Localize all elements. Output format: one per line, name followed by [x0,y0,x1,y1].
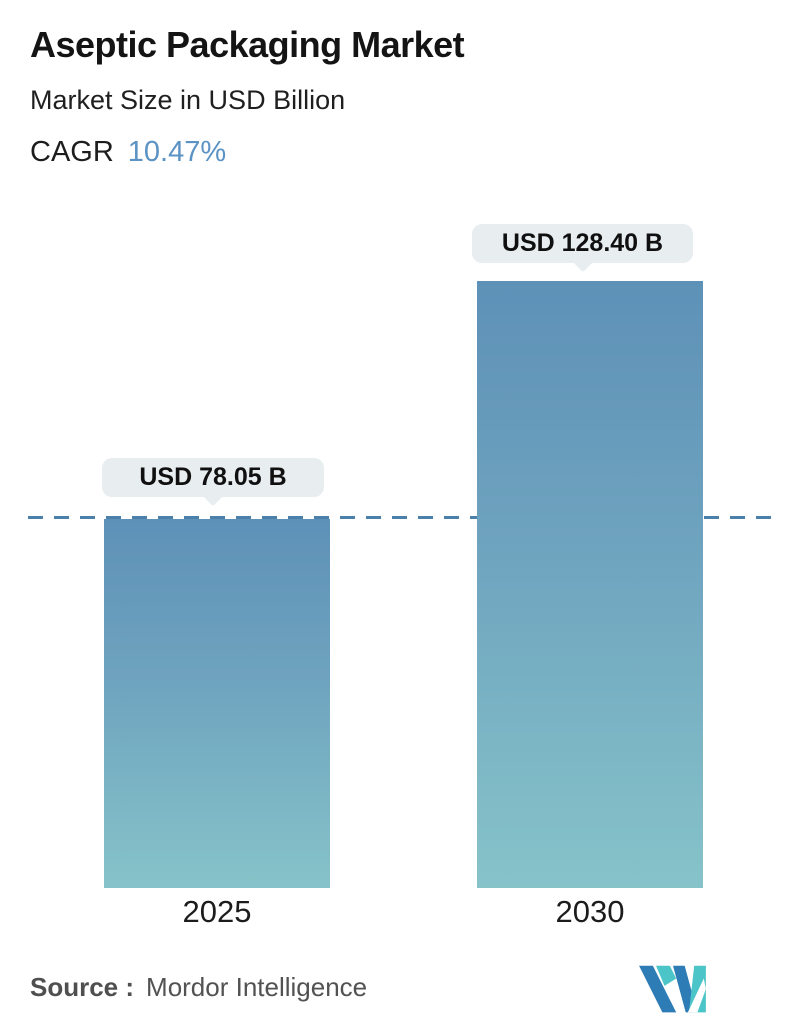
source-attribution: Source : Mordor Intelligence [30,972,367,1003]
source-label: Source : [30,972,135,1002]
page-title: Aseptic Packaging Market [30,24,465,65]
value-label-2025-text: USD 78.05 B [139,463,287,491]
chart-subtitle: Market Size in USD Billion [30,85,346,115]
value-label-2030: USD 128.40 B [472,224,693,273]
mordor-intelligence-logo-icon [639,965,706,1013]
axis-label-2025: 2025 [182,894,252,929]
value-label-2025: USD 78.05 B [102,458,324,507]
cagr-label: CAGR [30,136,114,168]
cagr-row: CAGR 10.47% [30,136,226,169]
source-value: Mordor Intelligence [146,972,368,1002]
bar-2030 [477,281,703,888]
axis-label-2030: 2030 [555,894,625,929]
value-label-2030-text: USD 128.40 B [501,229,664,257]
bar-2025 [104,519,330,888]
reference-dashed-line [28,516,780,519]
cagr-value: 10.47% [127,136,227,168]
